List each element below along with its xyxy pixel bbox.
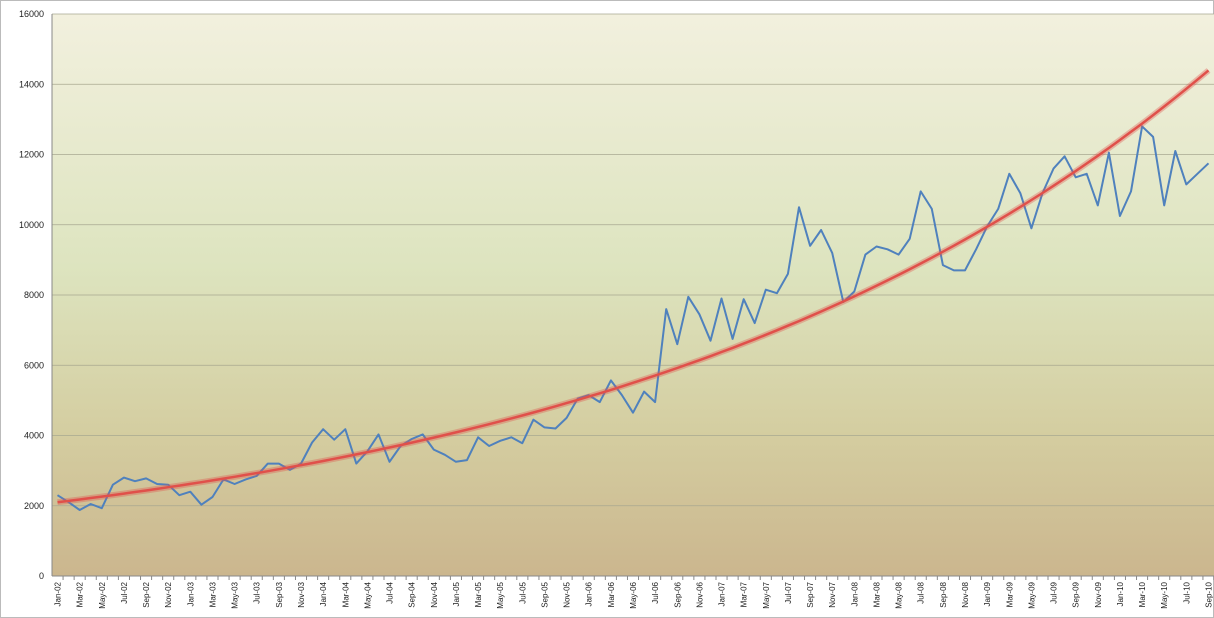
y-tick-label: 8000: [24, 290, 44, 300]
x-tick-label: May-02: [98, 581, 107, 608]
x-tick-label: Mar-07: [740, 581, 749, 607]
x-tick-label: Nov-04: [430, 581, 439, 607]
y-tick-label: 0: [39, 571, 44, 581]
x-tick-label: Sep-08: [939, 581, 948, 607]
x-tick-label: Sep-09: [1072, 581, 1081, 607]
x-tick-label: Jan-04: [319, 581, 328, 606]
x-tick-label: Jul-07: [784, 581, 793, 603]
x-tick-label: Jul-09: [1050, 581, 1059, 603]
x-tick-label: Jan-10: [1116, 581, 1125, 606]
y-tick-label: 4000: [24, 431, 44, 441]
x-tick-label: Sep-06: [673, 581, 682, 607]
x-tick-label: Jul-06: [651, 581, 660, 603]
x-tick-label: Mar-10: [1138, 581, 1147, 607]
x-tick-label: Mar-09: [1005, 581, 1014, 607]
y-tick-label: 2000: [24, 501, 44, 511]
x-tick-label: Sep-05: [540, 581, 549, 607]
x-tick-label: May-05: [496, 581, 505, 608]
x-tick-label: Nov-03: [297, 581, 306, 607]
x-tick-label: May-04: [363, 581, 372, 608]
x-tick-label: Sep-07: [806, 581, 815, 607]
x-tick-label: May-07: [762, 581, 771, 608]
x-tick-label: Sep-04: [408, 581, 417, 607]
x-tick-label: Sep-03: [275, 581, 284, 607]
x-tick-label: May-09: [1027, 581, 1036, 608]
y-tick-label: 10000: [19, 220, 44, 230]
y-tick-label: 14000: [19, 79, 44, 89]
x-tick-label: Mar-05: [474, 581, 483, 607]
y-tick-label: 12000: [19, 150, 44, 160]
x-tick-label: May-10: [1160, 581, 1169, 608]
x-tick-label: Nov-07: [828, 581, 837, 607]
x-tick-label: Mar-06: [607, 581, 616, 607]
x-tick-label: Mar-04: [341, 581, 350, 607]
x-tick-label: May-06: [629, 581, 638, 608]
x-tick-label: Jul-08: [917, 581, 926, 603]
data-line: [56, 125, 1210, 511]
y-tick-label: 6000: [24, 360, 44, 370]
x-tick-label: Nov-05: [563, 581, 572, 607]
x-tick-label: Jul-03: [253, 581, 262, 603]
x-tick-label: Jan-07: [718, 581, 727, 606]
x-tick-label: Jan-06: [585, 581, 594, 606]
x-tick-label: Jan-03: [186, 581, 195, 606]
x-tick-label: Nov-08: [961, 581, 970, 607]
y-tick-label: 16000: [19, 9, 44, 19]
x-tick-label: Nov-02: [164, 581, 173, 607]
x-tick-label: Nov-06: [695, 581, 704, 607]
x-tick-label: May-03: [231, 581, 240, 608]
x-tick-label: Sep-10: [1204, 581, 1213, 607]
x-tick-label: Jul-05: [518, 581, 527, 603]
plot-layer: 0 2000 4000 6000 8000 10000 12000 14000 16000 Jan…: [19, 9, 1214, 609]
x-tick-label: Mar-03: [208, 581, 217, 607]
x-tick-label: Jul-04: [386, 581, 395, 603]
x-tick-label: Jan-05: [452, 581, 461, 606]
x-tick-label: Jan-08: [850, 581, 859, 606]
x-tick-label: Jan-09: [983, 581, 992, 606]
x-tick-label: Jan-02: [54, 581, 63, 606]
trend-line: [57, 69, 1210, 504]
x-tick-label: Jul-10: [1182, 581, 1191, 603]
x-tick-label: Mar-02: [76, 581, 85, 607]
x-tick-label: Jul-02: [120, 581, 129, 603]
x-tick-label: Nov-09: [1094, 581, 1103, 607]
x-tick-label: May-08: [895, 581, 904, 608]
x-tick-label: Mar-08: [872, 581, 881, 607]
x-tick-label: Sep-02: [142, 581, 151, 607]
